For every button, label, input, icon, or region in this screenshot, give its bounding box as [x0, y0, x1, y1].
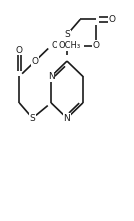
Text: S: S [64, 30, 70, 39]
Text: O: O [109, 15, 116, 24]
Text: N: N [48, 72, 54, 81]
Text: O: O [93, 41, 100, 50]
Text: O: O [16, 46, 23, 55]
Text: S: S [30, 114, 35, 123]
Text: OCH₃: OCH₃ [51, 41, 73, 50]
Text: O: O [32, 57, 39, 66]
Text: N: N [64, 114, 70, 123]
Text: OCH₃: OCH₃ [58, 41, 80, 50]
